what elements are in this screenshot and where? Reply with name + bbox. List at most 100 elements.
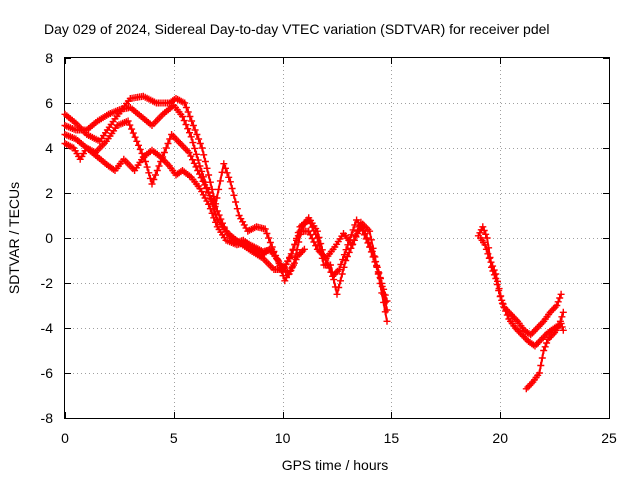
y-tick-label: -6: [41, 365, 54, 381]
data-point: [223, 169, 231, 177]
data-point: [194, 167, 202, 174]
series-track-5: [474, 223, 565, 339]
data-point: [206, 205, 214, 213]
data-point: [160, 149, 168, 156]
data-point: [315, 241, 323, 249]
data-point: [198, 144, 206, 152]
data-point: [349, 226, 357, 234]
data-point: [186, 129, 193, 137]
data-point: [502, 307, 510, 315]
data-point: [203, 164, 211, 172]
data-point: [364, 239, 372, 247]
data-point: [343, 253, 351, 260]
data-point: [208, 195, 216, 203]
data-point: [225, 173, 233, 181]
data-point: [155, 162, 163, 170]
data-point: [263, 230, 271, 237]
data-point: [374, 270, 382, 278]
data-point: [213, 194, 221, 202]
data-point: [201, 181, 209, 189]
data-point: [201, 158, 209, 165]
plot-frame: [64, 57, 610, 419]
data-point: [164, 140, 172, 147]
data-point: [152, 171, 159, 179]
data-point: [494, 277, 501, 285]
data-point: [202, 185, 210, 192]
y-axis-label: SDTVAR / TECUs: [6, 182, 22, 294]
data-point: [189, 139, 197, 147]
data-point: [541, 343, 549, 351]
data-point: [184, 108, 192, 116]
grid: [65, 58, 609, 418]
data-point: [200, 151, 208, 159]
data-point: [289, 245, 297, 253]
data-point: [128, 125, 136, 133]
data-point: [381, 308, 389, 316]
data-point: [308, 223, 316, 231]
data-point: [536, 337, 544, 345]
data-point: [305, 227, 313, 235]
data-point: [129, 129, 137, 137]
series-track-6: [477, 234, 567, 350]
data-point: [330, 276, 338, 284]
data-point: [211, 203, 219, 210]
data-point: [333, 290, 341, 298]
data-point: [481, 241, 489, 249]
data-point: [285, 270, 293, 278]
data-point: [371, 253, 379, 261]
y-tick-labels: -8 -6 -4 -2 0 2 4 6 8: [41, 50, 54, 426]
data-point: [497, 292, 505, 300]
data-point: [308, 235, 316, 242]
data-point: [352, 232, 360, 240]
data-point: [354, 227, 361, 235]
data-point: [559, 326, 567, 334]
data-point: [559, 308, 567, 316]
data-point: [184, 125, 192, 133]
data-point: [143, 163, 151, 171]
data-point: [266, 239, 274, 246]
data-point: [538, 354, 546, 362]
data-point: [556, 294, 564, 302]
data-point: [261, 225, 269, 233]
data-point: [373, 262, 381, 269]
y-tick-label: 8: [45, 50, 53, 66]
data-point: [166, 135, 174, 143]
data-point: [133, 137, 141, 145]
data-point: [540, 347, 548, 354]
data-point: [109, 165, 117, 173]
data-point: [347, 231, 355, 239]
data-point: [180, 117, 188, 125]
y-tick-label: -4: [41, 320, 54, 336]
data-point: [484, 250, 492, 258]
data-point: [193, 131, 201, 138]
data-point: [197, 174, 205, 182]
x-tick-label: 15: [384, 430, 400, 446]
data-point: [555, 322, 563, 330]
data-point: [148, 180, 156, 188]
data-point: [287, 266, 295, 274]
data-point: [362, 235, 370, 243]
data-point: [558, 323, 566, 331]
data-point: [187, 152, 195, 160]
data-point: [490, 266, 498, 274]
data-point: [182, 121, 190, 129]
data-point: [181, 99, 189, 107]
data-point: [135, 141, 142, 149]
data-point: [209, 199, 217, 207]
data-point: [210, 214, 218, 222]
data-point: [307, 231, 314, 239]
data-point: [535, 369, 543, 377]
data-point: [222, 164, 229, 172]
data-point: [162, 144, 170, 152]
data-point: [186, 113, 194, 120]
data-point: [338, 270, 346, 278]
data-point: [287, 250, 295, 258]
data-point: [265, 234, 273, 242]
data-point: [487, 258, 495, 266]
data-point: [293, 236, 300, 244]
data-point: [557, 290, 565, 298]
y-tick-label: 4: [45, 140, 53, 156]
data-point: [291, 241, 299, 249]
data-point: [348, 241, 356, 249]
